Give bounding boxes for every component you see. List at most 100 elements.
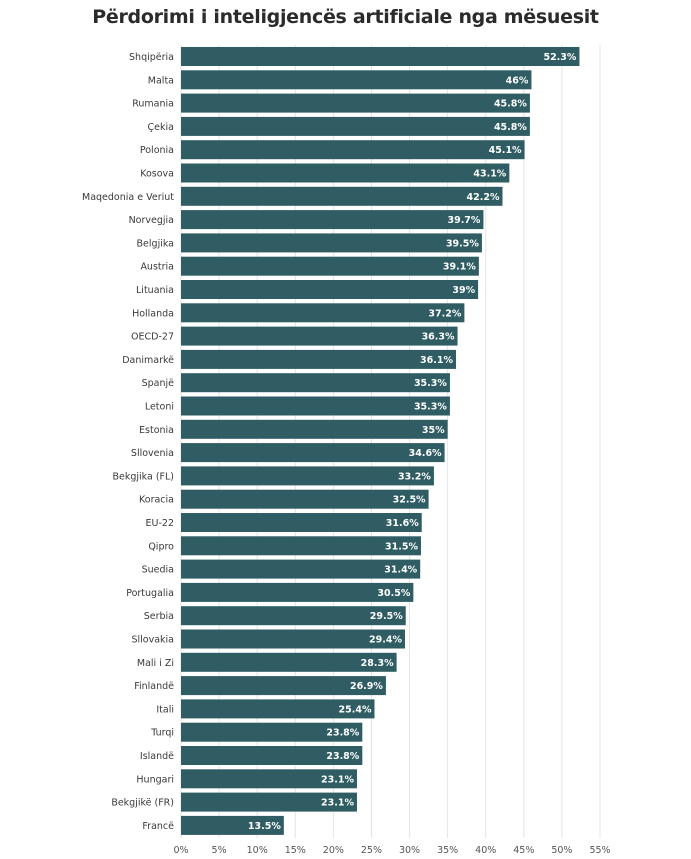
value-label: 25.4%	[339, 704, 372, 715]
bar	[181, 722, 363, 742]
category-label: Turqi	[150, 728, 174, 739]
category-label: Danimarkë	[122, 355, 174, 366]
bar	[181, 792, 357, 812]
value-label: 34.6%	[409, 448, 442, 459]
value-label: 32.5%	[393, 495, 426, 506]
value-label: 29.4%	[369, 635, 402, 646]
value-label: 29.5%	[370, 611, 403, 622]
bar	[181, 489, 429, 509]
value-label: 23.8%	[326, 728, 359, 739]
value-label: 45.8%	[494, 122, 527, 133]
category-label: Maqedonia e Veriut	[82, 192, 174, 203]
bars	[181, 47, 580, 835]
category-label: Hungari	[136, 774, 174, 785]
bar	[181, 163, 510, 183]
bar	[181, 466, 434, 486]
x-tick-label: 50%	[551, 845, 572, 856]
category-label: Mali i Zi	[137, 658, 174, 669]
category-label: Finlandë	[134, 681, 174, 692]
category-label: Koracia	[139, 495, 174, 506]
value-label: 31.5%	[385, 541, 418, 552]
bar	[181, 210, 484, 230]
x-tick-label: 10%	[247, 845, 268, 856]
value-label: 39%	[452, 285, 475, 296]
category-label: Spanjë	[142, 378, 175, 389]
category-label: Bekgjika (FL)	[112, 471, 174, 482]
value-label: 31.4%	[384, 565, 417, 576]
value-label: 35.3%	[414, 402, 447, 413]
category-label: OECD-27	[131, 332, 174, 343]
bar	[181, 676, 386, 696]
value-label: 37.2%	[428, 308, 461, 319]
value-label: 36.3%	[422, 332, 455, 343]
bar	[181, 233, 482, 253]
value-label: 52.3%	[543, 52, 576, 63]
category-label: Serbia	[144, 611, 174, 622]
value-label: 33.2%	[398, 471, 431, 482]
bar	[181, 396, 450, 416]
bar	[181, 70, 532, 90]
bar	[181, 93, 530, 113]
category-label: Rumania	[132, 99, 174, 110]
category-label: Shqipëria	[129, 52, 174, 63]
bar	[181, 699, 375, 719]
x-tick-label: 40%	[475, 845, 496, 856]
bar	[181, 256, 479, 276]
x-tick-label: 30%	[399, 845, 420, 856]
category-label: Çekia	[148, 122, 174, 133]
value-label: 35.3%	[414, 378, 447, 389]
value-labels: 52.3% 46% 45.8% 45.8% 45.1% 43.1% 42.2% 39.7% 39…	[248, 52, 577, 832]
bar	[181, 186, 503, 206]
category-label: Austria	[140, 262, 174, 273]
category-label: Norvegjia	[129, 215, 174, 226]
value-label: 35%	[422, 425, 445, 436]
value-label: 31.6%	[386, 518, 419, 529]
x-tick-label: 25%	[361, 845, 382, 856]
x-tick-label: 55%	[589, 845, 610, 856]
bar	[181, 47, 580, 66]
value-label: 46%	[506, 75, 529, 86]
x-tick-label: 15%	[285, 845, 306, 856]
bar	[181, 326, 458, 346]
value-label: 13.5%	[248, 821, 281, 832]
value-label: 45.8%	[494, 99, 527, 110]
bar	[181, 513, 422, 532]
category-label: EU-22	[146, 518, 174, 529]
bar	[181, 116, 530, 136]
category-label: Itali	[156, 704, 174, 715]
bar	[181, 419, 448, 439]
value-label: 39.1%	[443, 262, 476, 273]
bar	[181, 746, 363, 765]
category-label: Hollanda	[132, 308, 174, 319]
value-label: 43.1%	[473, 169, 506, 180]
category-label: Sllovakia	[131, 635, 174, 646]
bar	[181, 303, 465, 323]
bar	[181, 373, 450, 393]
value-label: 36.1%	[420, 355, 453, 366]
value-label: 39.7%	[447, 215, 480, 226]
bar	[181, 652, 397, 672]
category-label: Islandë	[140, 751, 174, 762]
x-tick-label: 45%	[513, 845, 534, 856]
value-label: 39.5%	[446, 238, 479, 249]
value-label: 23.1%	[321, 774, 354, 785]
x-tick-label: 35%	[437, 845, 458, 856]
category-label: Estonia	[139, 425, 174, 436]
bar	[181, 140, 525, 160]
value-label: 23.8%	[326, 751, 359, 762]
x-tick-label: 0%	[173, 845, 188, 856]
value-label: 42.2%	[467, 192, 500, 203]
category-label: Lituania	[136, 285, 174, 296]
bar	[181, 443, 445, 463]
x-axis-ticks: 0% 5% 10% 15% 20% 25% 30% 35% 40% 45% 50% 55%	[173, 845, 610, 856]
category-label: Francë	[142, 821, 174, 832]
category-label: Qipro	[148, 541, 174, 552]
bar	[181, 769, 357, 789]
category-label: Sllovenia	[131, 448, 174, 459]
x-tick-label: 5%	[212, 845, 227, 856]
bar	[181, 629, 405, 649]
value-label: 30.5%	[377, 588, 410, 599]
value-label: 45.1%	[489, 145, 522, 156]
bar	[181, 536, 421, 556]
